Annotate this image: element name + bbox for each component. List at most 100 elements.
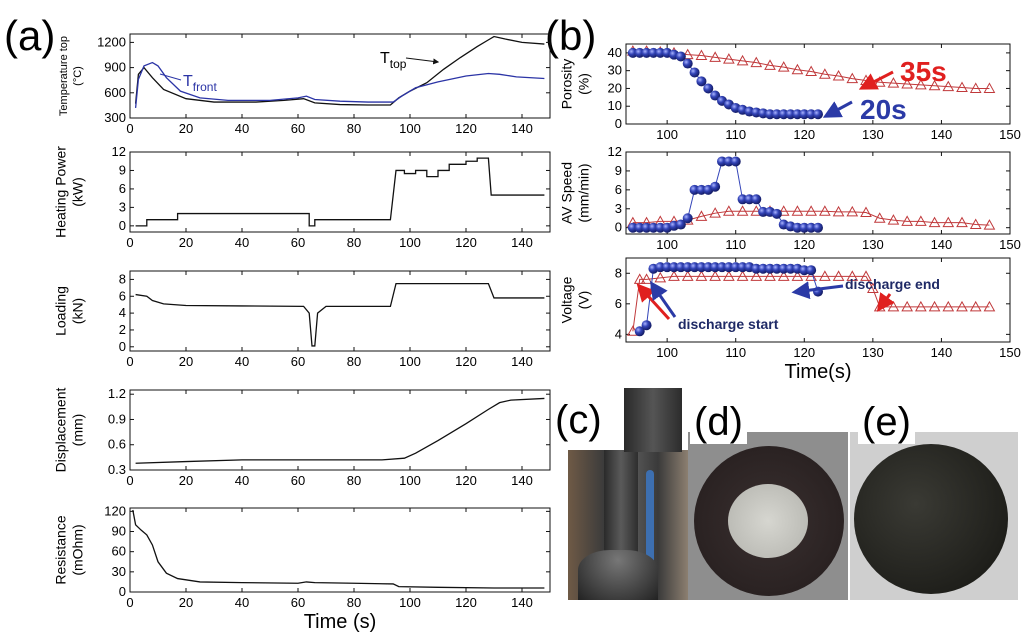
y-axis-label: (°C) (72, 66, 84, 86)
sphere-marker (771, 208, 782, 219)
photo-c-base (578, 550, 658, 600)
sphere-marker (696, 76, 707, 87)
y-tick-label: 900 (104, 60, 126, 75)
arrow-35s (858, 70, 894, 90)
x-tick-label: 80 (347, 354, 361, 369)
y-tick-label: 20 (608, 80, 622, 95)
x-tick-label: 40 (235, 121, 249, 136)
sphere-marker (710, 181, 721, 192)
series-line (135, 157, 545, 227)
triangle-marker (956, 81, 968, 93)
triangle-marker (983, 219, 996, 230)
y-axis-label: (kW) (70, 177, 86, 207)
triangle-marker (846, 270, 859, 281)
triangle-marker (695, 270, 708, 281)
photo-d-hole (728, 484, 808, 558)
triangle-marker (723, 205, 735, 216)
sphere-marker (710, 90, 721, 101)
y-tick-label: 0 (119, 339, 126, 354)
sphere-marker (682, 262, 693, 273)
triangle-marker (873, 212, 886, 223)
y-tick-label: 0 (615, 116, 622, 131)
y-axis-label: (mOhm) (70, 524, 86, 575)
x-tick-label: 40 (235, 473, 249, 488)
y-tick-label: 0.6 (108, 437, 126, 452)
sphere-marker (813, 109, 823, 120)
triangle-marker (750, 56, 763, 68)
x-tick-label: 120 (455, 235, 477, 250)
triangle-marker (915, 300, 927, 312)
x-tick-label: 20 (179, 235, 193, 250)
photo-d-ring (688, 432, 848, 600)
triangle-marker (736, 205, 749, 216)
triangle-marker (969, 218, 982, 230)
y-tick-label: 0 (119, 584, 126, 599)
chart-voltage: 100 110 120 130 140 150 4 6 8 Voltage (V) Time(s) (559, 257, 1021, 383)
y-axis-label: (mm) (70, 414, 86, 447)
x-tick-label: 140 (511, 235, 533, 250)
t-front-symbol: T (183, 73, 193, 90)
sphere-marker (627, 47, 638, 58)
triangle-marker (805, 270, 817, 281)
sphere-marker (765, 109, 775, 120)
sphere-marker (689, 262, 700, 273)
triangle-marker (969, 300, 982, 312)
triangle-marker (832, 205, 845, 217)
sphere-marker (634, 222, 645, 233)
y-tick-label: 0.3 (108, 462, 126, 477)
triangle-marker (736, 54, 749, 66)
triangle-marker (969, 82, 982, 93)
triangle-marker (915, 215, 927, 226)
sphere-marker (751, 194, 762, 205)
y-tick-label: 12 (112, 144, 126, 159)
triangle-marker (819, 68, 831, 79)
sphere-marker (758, 206, 769, 217)
sphere-marker (806, 109, 817, 120)
y-axis-label: Heating Power (53, 146, 69, 238)
svg-text:Ttop: Ttop (380, 50, 407, 71)
triangle-marker (901, 215, 913, 226)
triangle-marker (695, 49, 708, 61)
y-tick-label: 0 (615, 220, 622, 235)
panel-label-a: (a) (4, 12, 55, 59)
y-tick-label: 30 (608, 63, 622, 78)
y-tick-label: 12 (608, 144, 622, 159)
triangle-marker (915, 78, 927, 90)
x-tick-label: 140 (931, 127, 953, 142)
sphere-marker (799, 109, 810, 120)
x-tick-label: 0 (126, 235, 133, 250)
y-tick-label: 4 (119, 305, 126, 320)
x-tick-label: 140 (511, 595, 533, 610)
sphere-marker (689, 67, 700, 78)
x-tick-label: 100 (399, 595, 421, 610)
triangle-marker (777, 270, 790, 281)
y-tick-label: 6 (615, 182, 622, 197)
y-tick-label: 1200 (97, 34, 126, 49)
plot-frame (129, 151, 551, 233)
sphere-marker (806, 265, 817, 276)
x-tick-label: 100 (399, 473, 421, 488)
triangle-marker (956, 300, 968, 312)
sphere-marker (675, 219, 686, 230)
triangle-marker (887, 214, 900, 225)
photo-e-pellet (854, 444, 1008, 594)
plot-frame (625, 151, 1011, 235)
x-tick-label: 140 (931, 237, 953, 252)
x-tick-label: 80 (347, 473, 361, 488)
triangle-marker (777, 61, 790, 72)
photo-c-cable (646, 470, 654, 590)
triangle-marker (805, 65, 817, 77)
panel-label-d: (d) (690, 400, 747, 444)
sphere-marker (778, 263, 789, 274)
x-tick-label: 20 (179, 121, 193, 136)
y-axis-label: AV Speed (559, 162, 575, 224)
y-axis-label: Voltage (559, 276, 575, 323)
plot-frame (625, 257, 1011, 343)
x-tick-label: 40 (235, 595, 249, 610)
triangle-marker (846, 72, 859, 84)
triangle-marker (681, 270, 694, 281)
chart-av-speed: 100 110 120 130 140 150 0 3 6 9 12 AV Speed (mm/min) (559, 144, 1021, 252)
y-tick-label: 40 (608, 45, 622, 60)
triangle-marker (928, 216, 941, 228)
x-tick-label: 130 (862, 127, 884, 142)
